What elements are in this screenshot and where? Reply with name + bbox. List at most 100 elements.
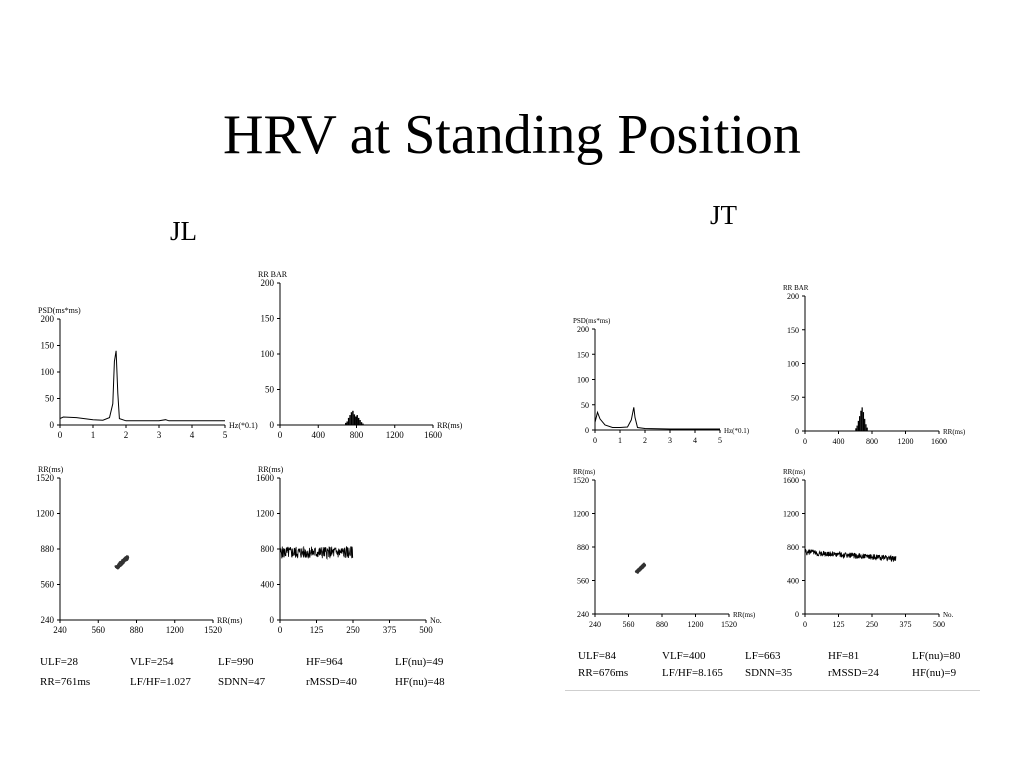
jl-rr-bar-x-tick-label: 1600 (424, 430, 443, 440)
jt-rr-series-x-tick-label: 0 (803, 620, 807, 629)
jl-poincare-point (118, 561, 121, 564)
jt-psd-x-tick-label: 0 (593, 436, 597, 445)
jl-poincare-x-tick-label: 560 (92, 625, 106, 635)
jt-rr-bar-bar (857, 420, 860, 431)
jl-stat-hf-nu: HF(nu)=48 (395, 676, 445, 688)
jt-stat-lf-hf: LF/HF=8.165 (662, 667, 723, 679)
jt-psd-x-tick-label: 1 (618, 436, 622, 445)
jt-rr-series-x-axis-label: No. (943, 611, 954, 619)
jt-stat-rr: RR=676ms (578, 667, 629, 679)
jl-rr-bar-x-tick-label: 400 (312, 430, 326, 440)
slide-title: HRV at Standing Position (223, 104, 801, 166)
jt-stat-vlf: VLF=400 (662, 650, 706, 662)
jt-psd-x-tick-label: 5 (718, 436, 722, 445)
jt-rr-bar-bar (866, 427, 868, 431)
jl-poincare-point (121, 563, 123, 565)
jl-poincare-chart: 240 560 880 1200 152024056088012001520RR(ms)… (36, 465, 243, 635)
jl-rr-series-x-axis-label: No. (430, 616, 442, 625)
jl-rr-series-y-tick-label: 800 (261, 544, 275, 554)
jt-poincare-x-tick-label: 1520 (721, 620, 737, 629)
jt-poincare-point (638, 569, 641, 571)
jl-poincare-point (126, 556, 129, 559)
jl-poincare-point (121, 560, 124, 562)
jt-rr-bar-bar (860, 410, 862, 431)
jt-rr-bar-x-tick-label: 800 (866, 437, 878, 446)
jl-psd-y-tick-label: 100 (41, 367, 55, 377)
jl-rr-bar-bar (350, 412, 353, 425)
jt-poincare-y-tick-label: 880 (577, 543, 589, 552)
jt-rr-bar-bar (862, 412, 865, 431)
jl-poincare-point (126, 555, 129, 558)
jt-rr-series-chart: 0 125 250 375 500 0 400 800 1200 1600 No. RR(ms) (783, 468, 954, 629)
jt-psd-x-tick-label: 3 (668, 436, 672, 445)
jt-psd-y-axis-label: PSD(ms*ms) (573, 317, 611, 325)
subject-label-jt: JT (710, 200, 737, 230)
jt-poincare-point (636, 572, 639, 574)
jl-rr-series-series-line (279, 545, 354, 560)
jt-psd-x-tick-label: 4 (693, 436, 697, 445)
jl-stat-lf: LF=990 (218, 656, 254, 668)
jt-psd-x-tick-label: 2 (643, 436, 647, 445)
jl-rr-series-x-tick-label: 500 (419, 625, 433, 635)
jt-bottom-rule (565, 690, 980, 691)
jl-rr-series-y-axis-label: RR(ms) (258, 465, 284, 474)
jt-rr-bar-y-axis-label: RR BAR (783, 284, 809, 292)
jl-rr-bar-y-tick-label: 100 (261, 349, 275, 359)
jt-rr-bar-bar (855, 428, 857, 431)
jl-rr-bar-x-tick-label: 800 (350, 430, 364, 440)
jl-rr-bar-bar (347, 417, 350, 425)
jl-rr-bar-bar (357, 417, 360, 425)
jt-rr-bar-bar (856, 425, 858, 431)
jt-rr-bar-y-tick-label: 50 (791, 393, 799, 402)
jt-psd-series-line (594, 407, 720, 430)
jt-rr-series-x-tick-label: 125 (833, 620, 845, 629)
jt-rr-series-y-tick-label: 400 (787, 577, 799, 586)
jt-stat-sdnn: SDNN=35 (745, 667, 793, 679)
jt-poincare-x-tick-label: 1200 (688, 620, 704, 629)
jl-poincare-x-tick-label: 1200 (166, 625, 185, 635)
jt-rr-series-y-tick-label: 0 (795, 610, 799, 619)
jl-rr-series-chart: 0 125 250 375 500 0 400 800 1200 1600 No. RR(ms) (256, 465, 442, 635)
jl-stat-rmssd: rMSSD=40 (306, 676, 357, 688)
jl-poincare-x-tick-label: 240 (53, 625, 67, 635)
jl-psd-x-tick-label: 4 (190, 430, 195, 440)
jt-rr-bar-x-tick-label: 0 (803, 437, 807, 446)
jt-rr-series-y-tick-label: 800 (787, 543, 799, 552)
jt-psd-y-tick-label: 200 (577, 325, 589, 334)
jl-rr-series-y-tick-label: 1200 (256, 509, 275, 519)
jl-rr-bar-bar (346, 421, 348, 425)
jt-rr-bar-bar (865, 424, 867, 431)
jt-rr-bar-chart: 0 400 800 1200 1600 0 50 100 150 200 RR(ms) RR BAR (783, 284, 966, 446)
jl-rr-bar-bar (360, 422, 363, 425)
jl-rr-bar-x-tick-label: 1200 (386, 430, 405, 440)
jt-poincare-point (642, 563, 645, 566)
jt-psd-y-tick-label: 150 (577, 350, 589, 359)
jl-poincare-point (124, 557, 127, 559)
jt-rr-bar-x-tick-label: 1600 (931, 437, 947, 446)
jt-rr-series-x-tick-label: 375 (900, 620, 912, 629)
jl-rr-series-y-tick-label: 1600 (256, 473, 275, 483)
jl-rr-series-y-tick-label: 400 (261, 580, 275, 590)
jt-stat-lf-nu: LF(nu)=80 (912, 650, 961, 662)
jl-poincare-y-tick-label: 560 (41, 580, 55, 590)
jl-poincare-point (114, 565, 117, 568)
jl-poincare-y-tick-label: 880 (41, 544, 55, 554)
jt-poincare-y-axis-label: RR(ms) (573, 468, 596, 476)
jl-rr-series-x-tick-label: 250 (346, 625, 360, 635)
jt-poincare-y-tick-label: 240 (577, 610, 589, 619)
jl-psd-x-tick-label: 0 (58, 430, 63, 440)
jl-rr-bar-bar (353, 414, 356, 425)
jl-poincare-x-axis-label: RR(ms) (217, 616, 243, 625)
jl-stat-sdnn: SDNN=47 (218, 676, 266, 688)
jt-poincare-point (637, 568, 640, 571)
jt-rr-series-y-tick-label: 1200 (783, 510, 799, 519)
jt-rr-bar-x-tick-label: 400 (833, 437, 845, 446)
jl-rr-series-x-tick-label: 0 (278, 625, 283, 635)
jl-stat-lf-nu: LF(nu)=49 (395, 656, 444, 668)
jt-stat-ulf: ULF=84 (578, 650, 616, 662)
jt-rr-bar-bar (864, 418, 866, 431)
jl-stat-lf-hf: LF/HF=1.027 (130, 676, 191, 688)
jt-rr-bar-y-tick-label: 100 (787, 360, 799, 369)
jl-stat-hf: HF=964 (306, 656, 343, 668)
